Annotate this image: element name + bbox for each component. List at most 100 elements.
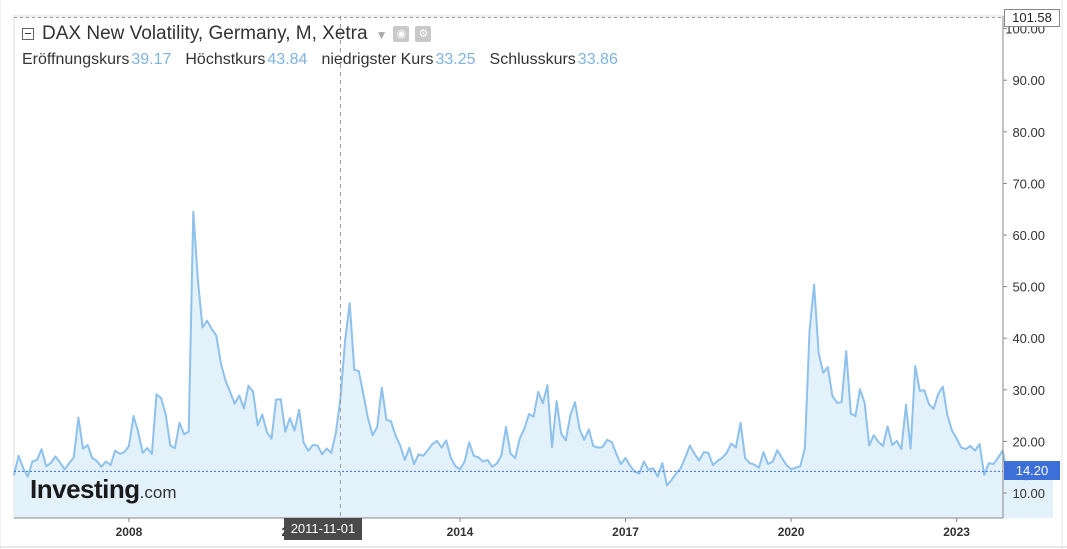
data-point <box>192 210 195 213</box>
data-point <box>86 444 89 446</box>
chevron-down-icon[interactable]: ▼ <box>375 28 388 42</box>
data-point <box>698 459 700 462</box>
x-tick-label: 2014 <box>447 525 474 539</box>
data-point <box>114 449 117 452</box>
data-point <box>918 389 921 392</box>
data-point <box>776 449 779 452</box>
y-tick-label: 90.00 <box>1012 73 1045 88</box>
data-point <box>679 467 682 470</box>
data-point <box>647 468 650 471</box>
data-point <box>63 468 66 471</box>
data-point <box>615 452 618 455</box>
data-point <box>707 451 710 454</box>
data-point <box>758 466 760 469</box>
data-point <box>546 384 549 387</box>
data-point <box>422 454 425 457</box>
data-point <box>146 447 149 449</box>
plot-area[interactable] <box>13 16 1054 519</box>
data-point <box>82 447 84 450</box>
data-point <box>72 456 75 459</box>
data-point <box>794 466 797 469</box>
data-point <box>220 362 222 365</box>
data-point <box>505 426 507 428</box>
data-point <box>403 459 406 461</box>
data-point <box>183 433 186 436</box>
data-point <box>656 475 659 478</box>
data-point <box>261 413 264 416</box>
data-point <box>482 460 484 463</box>
data-point <box>385 418 388 421</box>
data-point <box>863 401 866 404</box>
data-point <box>426 449 429 452</box>
data-point <box>725 451 728 454</box>
data-point <box>178 421 181 424</box>
eye-icon[interactable]: ◉ <box>393 26 410 42</box>
data-point <box>293 429 296 432</box>
data-point <box>417 453 420 456</box>
data-point <box>624 457 627 459</box>
data-point <box>817 351 820 354</box>
data-point <box>77 416 80 419</box>
data-point <box>785 464 788 466</box>
data-point <box>872 434 875 437</box>
data-point <box>620 463 622 465</box>
y-tick-label: 60.00 <box>1012 228 1045 243</box>
data-point <box>799 465 802 468</box>
data-point <box>95 460 98 462</box>
data-point <box>316 444 319 447</box>
data-point <box>472 454 475 457</box>
data-point <box>666 484 668 487</box>
data-point <box>357 370 360 373</box>
data-point <box>390 420 392 423</box>
data-point <box>413 463 415 465</box>
data-point <box>716 460 719 462</box>
data-point <box>951 429 953 432</box>
data-point <box>928 403 930 406</box>
data-point <box>109 464 112 466</box>
data-point <box>592 445 595 447</box>
data-point <box>937 393 940 395</box>
data-point <box>849 412 852 415</box>
data-point <box>826 366 829 368</box>
ohlc-readout: Eröffnungskurs 39.17 Höchstkurs 43.84 nied… <box>22 51 618 69</box>
data-point <box>587 428 590 431</box>
data-point <box>946 414 949 416</box>
x-tick-label: 2008 <box>116 525 143 539</box>
data-point <box>454 465 457 468</box>
chart-legend-header: DAX New Volatility, Germany, M, Xetra ▼ … <box>22 22 432 46</box>
collapse-icon[interactable] <box>22 28 34 40</box>
data-point <box>831 395 834 397</box>
data-point <box>606 439 608 441</box>
data-point <box>969 445 972 447</box>
ohlc-high: Höchstkurs 43.84 <box>185 51 308 68</box>
data-point <box>712 464 714 466</box>
data-point <box>518 437 521 440</box>
data-point <box>40 448 43 450</box>
data-point <box>477 456 480 459</box>
data-point <box>302 442 305 444</box>
data-point <box>394 434 397 437</box>
data-point <box>813 283 815 286</box>
data-point <box>560 432 563 435</box>
data-point <box>238 394 241 397</box>
data-point <box>298 409 300 411</box>
data-point <box>744 457 746 459</box>
data-point <box>597 446 599 449</box>
x-tick-label: 2023 <box>943 525 970 539</box>
data-point <box>739 421 742 424</box>
data-point <box>932 408 935 410</box>
x-axis: 2008201120142017202020232026 <box>14 517 1003 539</box>
data-point <box>91 457 94 459</box>
data-point <box>528 413 530 415</box>
data-point <box>408 446 411 449</box>
data-point <box>252 391 255 393</box>
data-point <box>289 417 291 420</box>
gear-icon[interactable]: ⚙ <box>415 26 432 42</box>
data-point <box>974 449 976 452</box>
data-point <box>643 460 645 463</box>
y-tick-label: 40.00 <box>1012 331 1045 346</box>
data-point <box>45 465 48 468</box>
data-point <box>431 443 434 445</box>
